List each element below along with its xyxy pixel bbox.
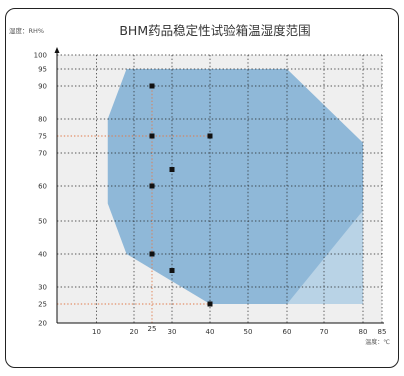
- y-tick-label-80: 80: [38, 116, 47, 124]
- y-tick-label-25: 25: [38, 301, 47, 309]
- y-tick-label-30: 30: [38, 284, 47, 292]
- y-tick-label-60: 60: [38, 183, 47, 191]
- y-tick-label-95: 95: [38, 66, 47, 74]
- x-tick-label-10: 10: [92, 328, 101, 336]
- markers-layer: [149, 83, 213, 307]
- guides-layer: [57, 86, 210, 323]
- marker-6: [149, 251, 155, 257]
- axes-layer: [54, 47, 384, 324]
- marker-8: [207, 301, 213, 307]
- marker-2: [149, 133, 155, 139]
- x-tick-label-50: 50: [244, 328, 253, 336]
- y-tick-label-50: 50: [38, 218, 47, 226]
- range-region: [107, 69, 363, 304]
- y-tick-label-40: 40: [38, 251, 47, 259]
- regions-layer: [107, 69, 363, 304]
- chart-title: BHM药品稳定性试验箱温湿度范围: [119, 23, 310, 38]
- x-tick-label-60: 60: [283, 328, 292, 336]
- y-tick-label-90: 90: [38, 83, 47, 91]
- x-tick-label-25: 25: [148, 325, 157, 333]
- y-tick-label-70: 70: [38, 150, 47, 158]
- x-tick-label-40: 40: [206, 328, 215, 336]
- marker-1: [149, 83, 155, 89]
- y-tick-label-20: 20: [38, 320, 47, 328]
- grid-layer: [57, 54, 383, 323]
- x-tick-label-30: 30: [168, 328, 177, 336]
- chart-frame: [5, 8, 399, 368]
- x-axis-label: 温度：℃: [365, 338, 390, 346]
- range-region-light: [287, 210, 363, 304]
- marker-5: [149, 183, 155, 189]
- marker-4: [169, 167, 175, 172]
- y-tick-label-75: 75: [38, 133, 47, 141]
- y-tick-label-100: 100: [34, 52, 47, 60]
- x-tick-label-70: 70: [320, 328, 329, 336]
- marker-7: [169, 268, 175, 273]
- tick-labels-layer: 20 25 30 40 50 60 70 75 80 90 95 100 10 20 25 30 40 50 60 7…: [34, 52, 387, 337]
- x-tick-label-20: 20: [130, 328, 139, 336]
- x-tick-label-80: 80: [359, 328, 368, 336]
- y-axis-label: 湿度：RH%: [9, 26, 44, 35]
- y-axis-arrow: [54, 47, 60, 53]
- marker-3: [207, 133, 213, 139]
- x-tick-label-85: 85: [378, 328, 387, 336]
